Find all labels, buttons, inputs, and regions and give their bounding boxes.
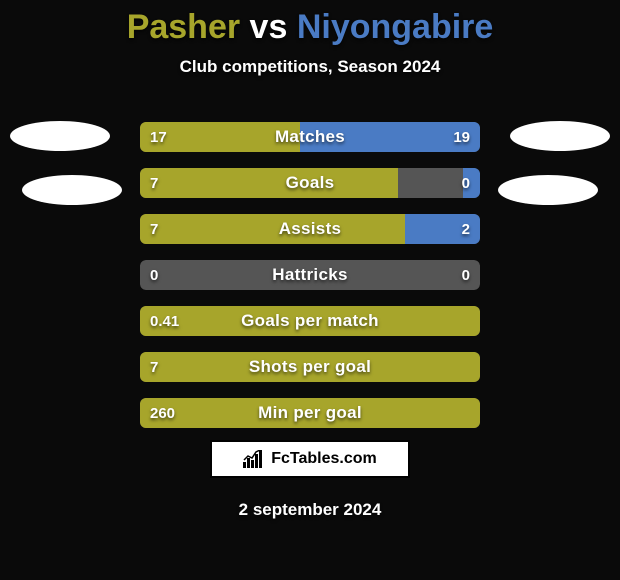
stat-row: Goals7 0 (140, 168, 480, 198)
title-player1: Pasher (127, 8, 240, 46)
stat-value-left: 0.41 (150, 306, 179, 336)
title-vs: vs (250, 8, 288, 46)
source-badge: FcTables.com (210, 440, 410, 478)
stat-rows: Matches1719Goals70Assists72Hattricks00Go… (140, 122, 480, 444)
stat-label: Matches (140, 122, 480, 152)
stat-label: Min per goal (140, 398, 480, 428)
stat-row: Goals per match0.41 (140, 306, 480, 336)
page-title: Pasher vs Niyongabire (0, 0, 620, 47)
stat-label: Goals per match (140, 306, 480, 336)
stat-label: Shots per goal (140, 352, 480, 382)
stat-value-right: 19 (453, 122, 470, 152)
stat-value-left: 260 (150, 398, 175, 428)
stat-row: Min per goal260 (140, 398, 480, 428)
stat-row: Shots per goal7 (140, 352, 480, 382)
player-marker-right (498, 175, 598, 205)
comparison-card: Pasher vs Niyongabire Club competitions,… (0, 0, 620, 580)
title-player2: Niyongabire (297, 8, 493, 46)
stat-row: Assists7 2 (140, 214, 480, 244)
subtitle: Club competitions, Season 2024 (0, 57, 620, 77)
stat-value-left: 0 (150, 260, 158, 290)
chart-icon (243, 450, 265, 468)
stat-value-left: 7 (150, 352, 158, 382)
stat-label: Hattricks (140, 260, 480, 290)
player-marker-left (22, 175, 122, 205)
stat-value-right: 0 (462, 168, 470, 198)
date-label: 2 september 2024 (0, 500, 620, 520)
stat-label: Goals (140, 168, 480, 198)
player-marker-left (10, 121, 110, 151)
stat-value-right: 0 (462, 260, 470, 290)
stat-row: Matches17 19 (140, 122, 480, 152)
stat-value-right: 2 (462, 214, 470, 244)
player-marker-right (510, 121, 610, 151)
source-badge-text: FcTables.com (271, 450, 377, 468)
stat-value-left: 7 (150, 214, 158, 244)
stat-value-left: 7 (150, 168, 158, 198)
stat-value-left: 17 (150, 122, 167, 152)
stat-row: Hattricks0 0 (140, 260, 480, 290)
stat-label: Assists (140, 214, 480, 244)
